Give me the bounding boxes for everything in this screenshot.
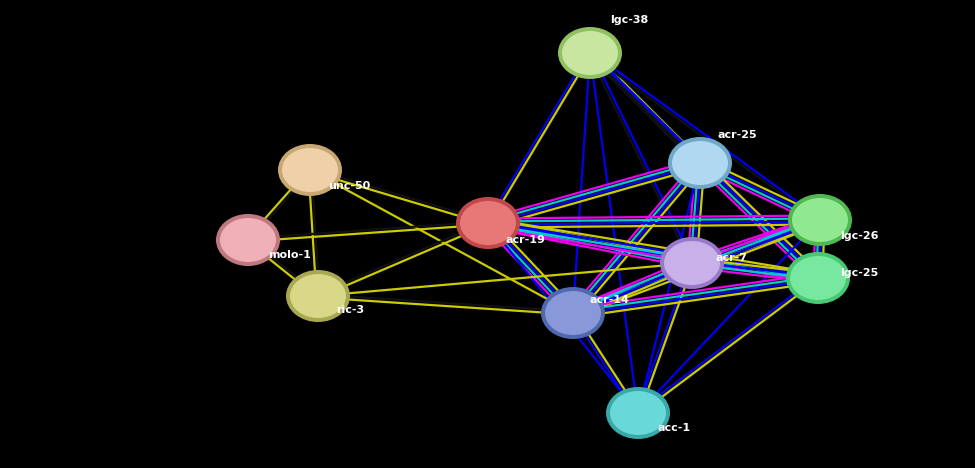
Ellipse shape	[278, 144, 342, 196]
Text: acr-14: acr-14	[590, 295, 630, 305]
Ellipse shape	[282, 148, 338, 192]
Ellipse shape	[610, 391, 666, 435]
Text: acr-7: acr-7	[715, 253, 747, 263]
Ellipse shape	[216, 214, 280, 266]
Ellipse shape	[460, 201, 516, 245]
Text: ric-3: ric-3	[336, 305, 364, 315]
Ellipse shape	[290, 274, 346, 318]
Text: molo-1: molo-1	[268, 250, 311, 260]
Ellipse shape	[456, 197, 520, 249]
Ellipse shape	[541, 287, 605, 339]
Ellipse shape	[286, 270, 350, 322]
Ellipse shape	[660, 237, 724, 289]
Text: lgc-38: lgc-38	[610, 15, 648, 25]
Text: unc-50: unc-50	[328, 181, 370, 191]
Ellipse shape	[792, 198, 848, 242]
Ellipse shape	[790, 256, 846, 300]
Ellipse shape	[558, 27, 622, 79]
Ellipse shape	[545, 291, 601, 335]
Text: lgc-26: lgc-26	[840, 231, 878, 241]
Ellipse shape	[788, 194, 852, 246]
Ellipse shape	[786, 252, 850, 304]
Text: lgc-25: lgc-25	[840, 268, 878, 278]
Ellipse shape	[664, 241, 720, 285]
Ellipse shape	[672, 141, 728, 185]
Text: acr-19: acr-19	[505, 235, 545, 245]
Text: acr-25: acr-25	[718, 130, 758, 140]
Ellipse shape	[668, 137, 732, 189]
Ellipse shape	[606, 387, 670, 439]
Ellipse shape	[562, 31, 618, 75]
Ellipse shape	[220, 218, 276, 262]
Text: acc-1: acc-1	[658, 423, 691, 433]
